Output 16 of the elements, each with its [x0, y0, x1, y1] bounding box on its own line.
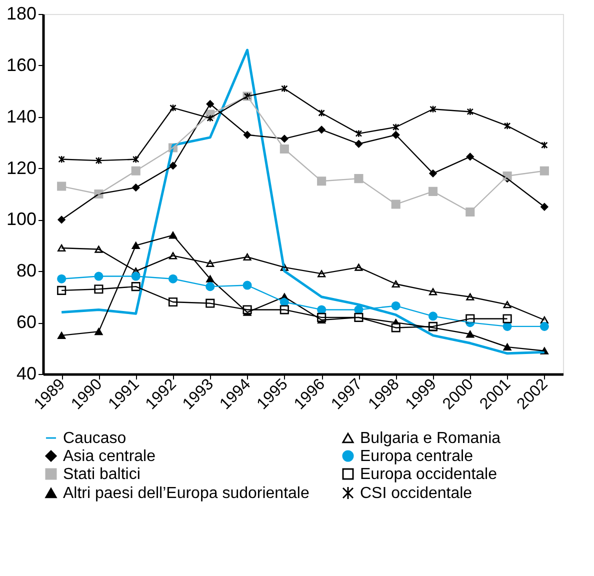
y-tick-label: 160: [6, 54, 36, 75]
y-tick-label: 120: [6, 158, 36, 178]
y-tick-label: 40: [16, 364, 36, 384]
legend-label: Altri paesi dell’Europa sudorientale: [63, 485, 310, 502]
y-tick-label: 180: [6, 4, 36, 24]
legend-label: Bulgaria e Romania: [360, 430, 501, 447]
y-tick-label: 100: [6, 209, 36, 230]
legend-label: CSI occidentale: [360, 485, 472, 502]
y-tick-label: 140: [6, 106, 36, 126]
y-tick-label: 60: [16, 312, 36, 332]
y-tick-label: 80: [16, 260, 36, 281]
legend-label: Europa centrale: [360, 448, 474, 465]
legend-label: Asia centrale: [63, 448, 156, 465]
legend-label: Caucaso: [63, 430, 126, 447]
legend-label: Stati baltici: [63, 466, 140, 483]
legend-label: Europa occidentale: [360, 466, 498, 483]
